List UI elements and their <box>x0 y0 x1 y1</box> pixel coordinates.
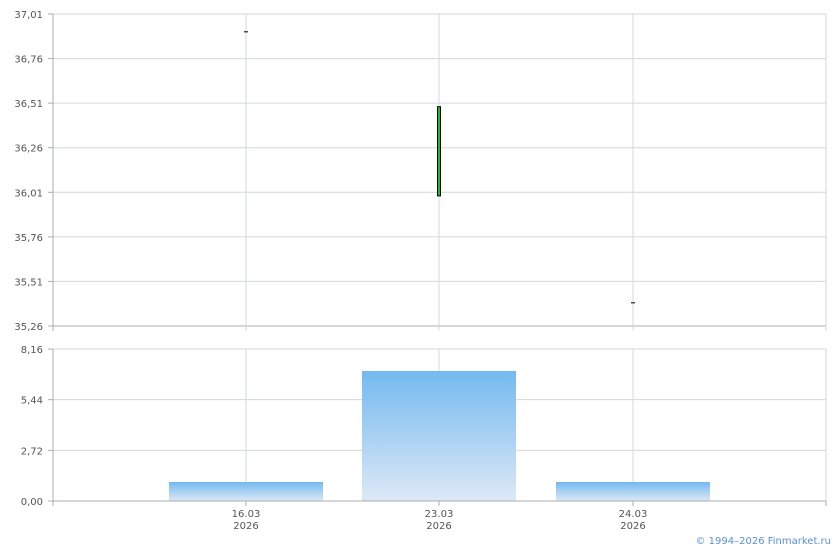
x-tick-label: 24.03 <box>619 509 648 520</box>
price-tick-label: 35,76 <box>14 233 43 244</box>
candle-body <box>437 106 441 197</box>
copyright[interactable]: © 1994–2026 Finmarket.ru <box>695 536 831 547</box>
x-tick-label: 2026 <box>426 521 451 532</box>
x-tick-label: 16.03 <box>232 509 261 520</box>
price-tick-label: 37,01 <box>14 10 43 21</box>
volume-bar <box>169 482 323 501</box>
volume-tick-label: 2,72 <box>21 446 43 457</box>
price-tick-label: 36,26 <box>14 144 43 155</box>
volume-tick-label: 8,16 <box>21 345 43 356</box>
x-tick-label: 2026 <box>620 521 645 532</box>
price-tick-label: 35,51 <box>14 277 43 288</box>
volume-tick-label: 0,00 <box>21 497 43 508</box>
price-tick-label: 36,01 <box>14 188 43 199</box>
price-tick-label: 35,26 <box>14 322 43 333</box>
volume-bar <box>556 482 710 501</box>
price-tick-label: 36,76 <box>14 55 43 66</box>
x-tick-label: 23.03 <box>425 509 454 520</box>
volume-tick-label: 5,44 <box>21 396 43 407</box>
x-tick-label: 2026 <box>233 521 258 532</box>
volume-bar <box>362 370 516 501</box>
price-tick-label: 36,51 <box>14 99 43 110</box>
